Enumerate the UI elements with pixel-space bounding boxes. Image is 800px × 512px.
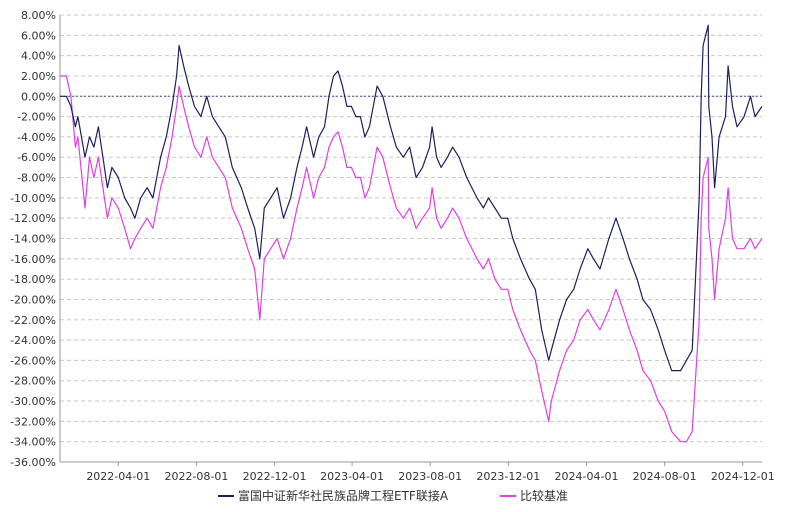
y-tick-label: -34.00% — [10, 436, 56, 449]
x-axis-tick-labels: 2022-04-01 2022-08-01 2022-12-01 2023-04-01… — [86, 462, 775, 483]
y-tick-label: 8.00% — [21, 9, 56, 22]
y-tick-label: -12.00% — [10, 212, 56, 225]
y-tick-label: 6.00% — [21, 29, 56, 42]
legend: 富国中证新华社民族品牌工程ETF联接A 比较基准 — [218, 488, 568, 503]
legend-label: 比较基准 — [520, 488, 568, 503]
y-tick-label: -16.00% — [10, 253, 56, 266]
y-tick-label: -32.00% — [10, 415, 56, 428]
y-tick-label: -18.00% — [10, 273, 56, 286]
y-axis-tick-labels: 8.00% 6.00% 4.00% 2.00% 0.00% -2.00% -4.00% -6.… — [10, 9, 56, 469]
y-tick-label: 0.00% — [21, 90, 56, 103]
y-tick-label: -30.00% — [10, 395, 56, 408]
y-tick-label: -2.00% — [17, 111, 56, 124]
y-tick-label: -10.00% — [10, 192, 56, 205]
series-line — [60, 75, 763, 443]
grid-lines — [60, 14, 762, 463]
y-tick-label: -26.00% — [10, 354, 56, 367]
x-tick-label: 2023-12-01 — [476, 470, 540, 483]
x-tick-label: 2024-12-01 — [711, 470, 775, 483]
y-tick-label: -22.00% — [10, 314, 56, 327]
x-tick-label: 2022-12-01 — [243, 470, 307, 483]
y-tick-label: -28.00% — [10, 375, 56, 388]
y-tick-label: -20.00% — [10, 293, 56, 306]
x-tick-label: 2022-04-01 — [86, 470, 150, 483]
x-tick-label: 2024-04-01 — [555, 470, 619, 483]
y-tick-label: -14.00% — [10, 233, 56, 246]
y-tick-label: -6.00% — [17, 151, 56, 164]
y-tick-label: 2.00% — [21, 70, 56, 83]
y-tick-label: -36.00% — [10, 456, 56, 469]
x-tick-label: 2022-08-01 — [164, 470, 228, 483]
y-tick-label: 4.00% — [21, 50, 56, 63]
y-tick-label: -4.00% — [17, 131, 56, 144]
series-lines — [60, 24, 763, 443]
plot-area-frame — [59, 15, 762, 463]
legend-label: 富国中证新华社民族品牌工程ETF联接A — [238, 488, 449, 503]
series-line — [60, 24, 763, 372]
x-tick-label: 2023-08-01 — [398, 470, 462, 483]
y-tick-label: -24.00% — [10, 334, 56, 347]
y-tick-label: -8.00% — [17, 172, 56, 185]
x-tick-label: 2024-08-01 — [633, 470, 697, 483]
x-tick-label: 2023-04-01 — [320, 470, 384, 483]
